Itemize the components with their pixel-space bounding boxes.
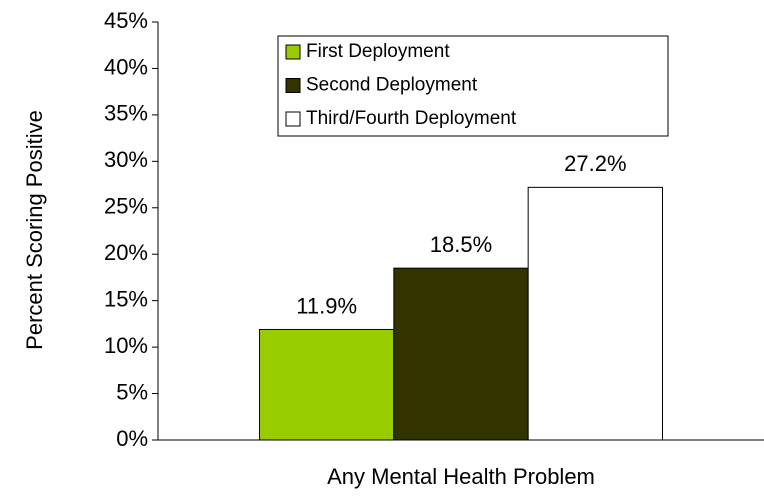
value-label: 18.5%: [430, 232, 492, 257]
legend-label: Second Deployment: [306, 75, 478, 96]
y-tick-label: 45%: [104, 8, 148, 33]
bar: [527, 186, 663, 441]
y-axis-label: Percent Scoring Positive: [22, 110, 47, 350]
y-tick-label: 35%: [104, 101, 148, 126]
y-tick-label: 0%: [116, 426, 148, 451]
bar: [393, 267, 529, 441]
legend-label: First Deployment: [306, 41, 450, 62]
y-tick-label: 40%: [104, 54, 148, 79]
legend-swatch: [285, 111, 301, 127]
bar: [259, 328, 395, 441]
legend-box: [277, 35, 669, 137]
y-tick-label: 25%: [104, 194, 148, 219]
legend-label: Third/Fourth Deployment: [306, 108, 517, 129]
y-tick-label: 30%: [104, 147, 148, 172]
value-label: 11.9%: [296, 293, 357, 318]
y-tick-label: 5%: [116, 379, 148, 404]
y-tick-label: 20%: [104, 240, 148, 265]
x-tick-label: Any Mental Health Problem: [327, 464, 595, 489]
legend-swatch: [285, 78, 301, 93]
y-tick-label: 15%: [104, 286, 148, 311]
y-tick-label: 10%: [104, 333, 148, 358]
legend-swatch: [285, 44, 301, 60]
value-label: 27.2%: [564, 151, 626, 176]
